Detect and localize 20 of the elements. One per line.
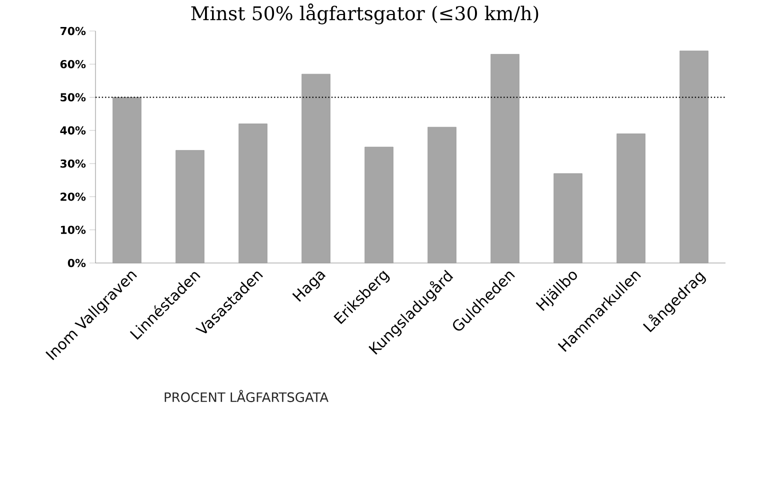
bar [490,54,520,264]
bar [302,74,330,264]
bar [176,150,204,264]
y-tick-label: 40% [60,126,86,135]
y-tick-label: 70% [60,26,86,36]
bar [112,97,142,264]
bar [364,146,394,264]
y-tick-label: 30% [60,159,86,168]
text: PROCENT LÅGFARTSGATA [164,390,328,402]
chart-title: Minst 50% lågfartsgator (≤30 km/h) [191,4,538,24]
bar [428,126,456,264]
bar [238,124,268,264]
y-tick-label: 20% [60,192,86,201]
bar [616,134,646,264]
y-tick-label: 0% [68,258,86,268]
bar [680,50,708,264]
bar [554,173,582,264]
y-tick-label: 50% [60,93,86,102]
y-tick-label: 10% [60,226,86,234]
y-tick-label: 60% [60,60,86,68]
